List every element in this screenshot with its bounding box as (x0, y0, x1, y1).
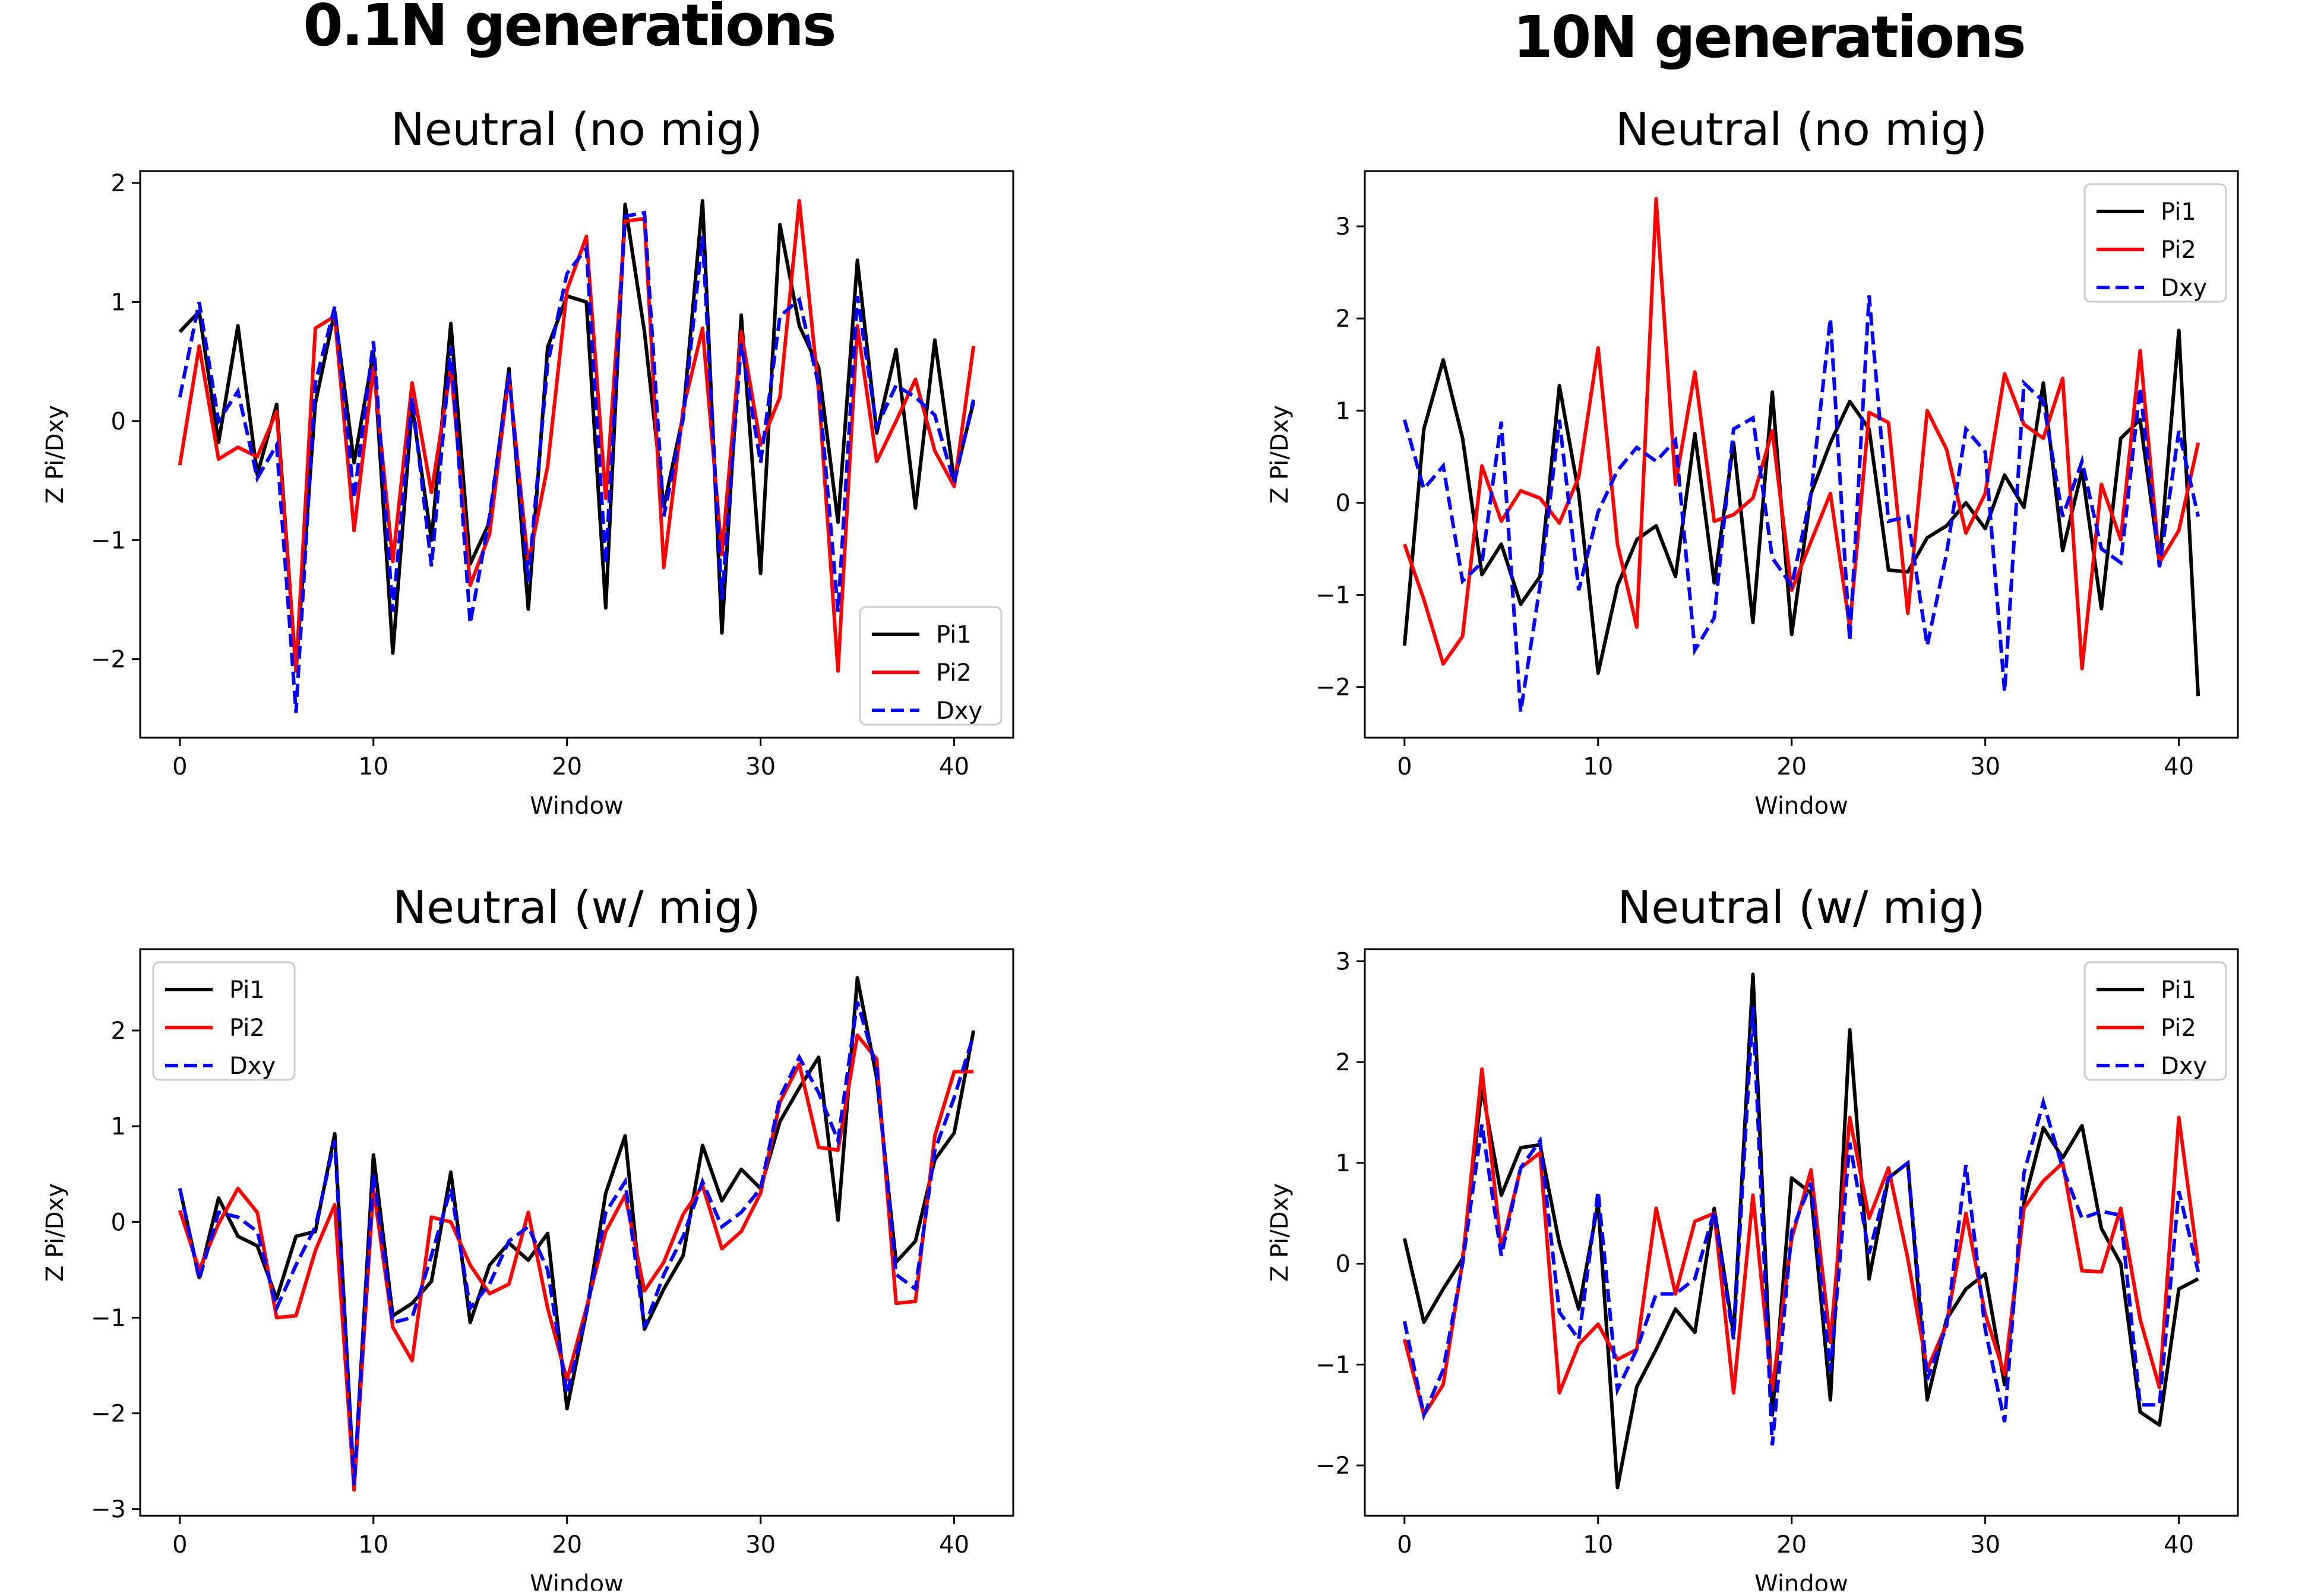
legend-label-pi2: Pi2 (229, 1014, 265, 1042)
legend-label-dxy: Dxy (2161, 274, 2207, 302)
y-axis-label: Z Pi/Dxy (1266, 1183, 1294, 1282)
series-line-dxy (178, 210, 976, 713)
x-tick-label: 20 (552, 753, 582, 780)
series-line-dxy (1402, 295, 2200, 713)
x-tick-label: 10 (1583, 1531, 1613, 1559)
plot-frame (1364, 170, 2239, 739)
legend: Pi1 Pi2 Dxy (859, 606, 1003, 726)
x-axis-label: Window (1754, 1570, 1848, 1591)
legend: Pi1 Pi2 Dxy (2083, 961, 2227, 1081)
y-tick-label: 1 (111, 289, 126, 316)
x-tick-label: 30 (1970, 1531, 2000, 1559)
legend-box (152, 961, 296, 1081)
y-tick-label: −2 (1316, 1452, 1351, 1480)
y-tick-label: 3 (1336, 948, 1351, 975)
legend-label-dxy: Dxy (2161, 1052, 2207, 1080)
y-tick-label: 2 (111, 170, 126, 197)
legend-box (859, 606, 1003, 726)
legend-box (2083, 183, 2227, 303)
plot-frame (139, 948, 1014, 1517)
x-tick-label: 30 (745, 753, 776, 780)
y-tick-label: 1 (1336, 1150, 1351, 1177)
y-axis-label: Z Pi/Dxy (42, 1183, 69, 1282)
subplot-title: Neutral (no mig) (1615, 103, 1987, 156)
y-tick-label: 2 (111, 1017, 126, 1045)
x-axis-label: Window (1754, 792, 1848, 820)
column-title-right: 10N generations (1513, 4, 2026, 71)
y-tick-label: 0 (111, 1209, 126, 1236)
y-tick-label: 2 (1336, 1049, 1351, 1076)
y-axis-label: Z Pi/Dxy (42, 405, 69, 504)
x-tick-label: 40 (2164, 1531, 2194, 1559)
y-tick-label: −1 (1316, 1351, 1351, 1379)
series-line-pi2 (178, 199, 976, 673)
legend-box (2083, 961, 2227, 1081)
x-tick-label: 30 (1970, 753, 2000, 780)
legend-label-pi1: Pi1 (936, 621, 972, 649)
x-tick-label: 40 (939, 1531, 969, 1559)
series-line-pi2 (1402, 197, 2200, 671)
x-tick-label: 10 (358, 1531, 388, 1559)
x-axis-label: Window (530, 1570, 624, 1591)
x-axis-label: Window (530, 792, 624, 820)
y-tick-label: 1 (111, 1113, 126, 1140)
x-tick-label: 40 (2164, 753, 2194, 780)
legend: Pi1 Pi2 Dxy (2083, 183, 2227, 303)
legend: Pi1 Pi2 Dxy (152, 961, 296, 1081)
x-tick-label: 20 (552, 1531, 582, 1559)
legend-label-pi2: Pi2 (2161, 236, 2196, 264)
y-tick-label: −2 (1316, 674, 1351, 701)
y-tick-label: 0 (1336, 489, 1351, 517)
x-tick-label: 20 (1776, 753, 1807, 780)
legend-label-pi2: Pi2 (2161, 1014, 2196, 1042)
legend-label-pi1: Pi1 (229, 976, 265, 1004)
column-title-left: 0.1N generations (303, 0, 836, 59)
subplot-title: Neutral (w/ mig) (1617, 881, 1985, 934)
legend-label-pi1: Pi1 (2161, 976, 2196, 1004)
subplot-title: Neutral (w/ mig) (393, 881, 760, 934)
series-line-pi2 (1402, 1067, 2200, 1417)
x-tick-label: 10 (358, 753, 388, 780)
y-tick-label: −1 (1316, 582, 1351, 609)
x-tick-label: 0 (1397, 753, 1412, 780)
y-tick-label: 3 (1336, 213, 1351, 241)
y-axis-label: Z Pi/Dxy (1266, 405, 1294, 504)
series-line-dxy (1402, 1006, 2200, 1446)
x-tick-label: 20 (1776, 1531, 1807, 1559)
y-tick-label: −1 (91, 1304, 126, 1332)
y-tick-label: −1 (91, 527, 126, 554)
plot-frame (139, 170, 1014, 739)
y-tick-label: −2 (91, 646, 126, 674)
y-tick-label: 1 (1336, 397, 1351, 425)
series-line-pi2 (178, 1033, 974, 1492)
series-line-pi1 (1402, 972, 2199, 1490)
y-tick-label: 0 (111, 408, 126, 435)
x-tick-label: 40 (939, 753, 969, 780)
x-tick-label: 0 (172, 753, 187, 780)
legend-label-dxy: Dxy (936, 697, 982, 725)
x-tick-label: 0 (172, 1531, 187, 1559)
y-tick-label: −2 (91, 1401, 126, 1428)
legend-label-dxy: Dxy (229, 1052, 276, 1080)
x-tick-label: 0 (1397, 1531, 1412, 1559)
subplot-title: Neutral (no mig) (391, 103, 763, 156)
series-line-dxy (178, 1001, 976, 1485)
y-tick-label: 0 (1336, 1251, 1351, 1278)
legend-label-pi2: Pi2 (936, 659, 972, 687)
y-tick-label: −3 (91, 1496, 126, 1524)
x-tick-label: 10 (1583, 753, 1613, 780)
legend-label-pi1: Pi1 (2161, 198, 2196, 226)
y-tick-label: 2 (1336, 305, 1351, 333)
plot-frame (1364, 948, 2239, 1517)
x-tick-label: 30 (745, 1531, 776, 1559)
